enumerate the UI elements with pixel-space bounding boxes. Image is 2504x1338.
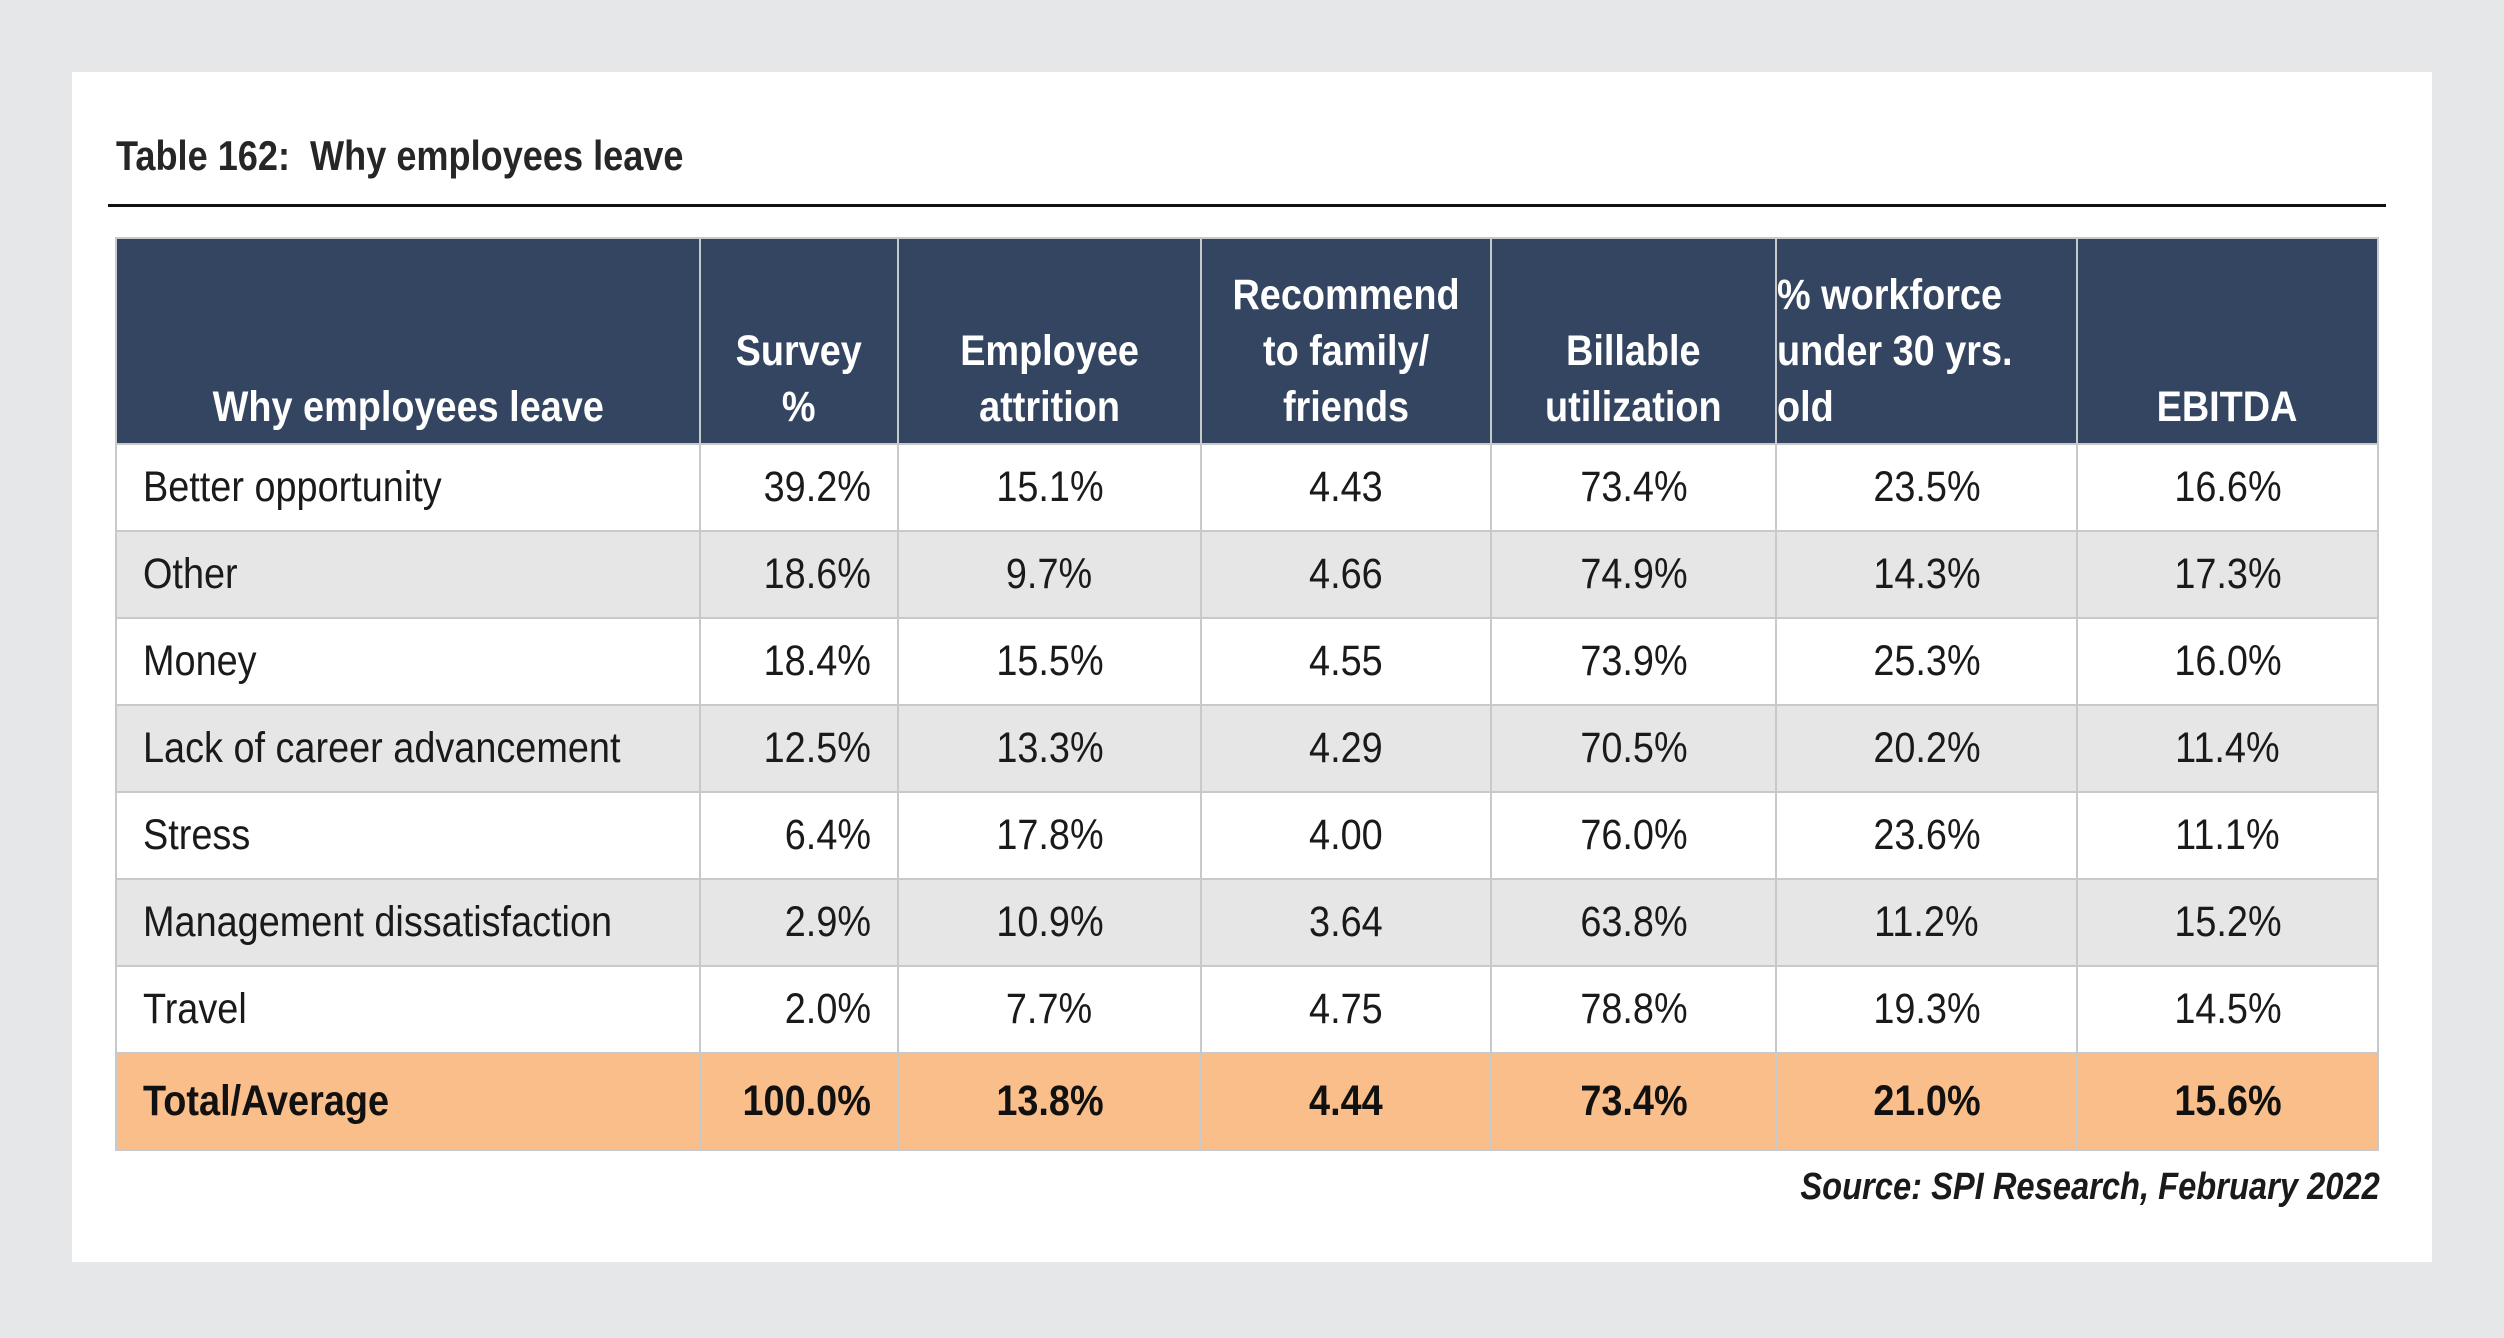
recommend-cell: 4.43 [1200,443,1492,532]
total-attrition-cell: 13.8% [897,1052,1202,1151]
header-cell: % workforce under 30 yrs. old [1775,237,2078,445]
ebitda-cell: 15.2% [2076,878,2379,967]
total-row: Total/Average 100.0% 13.8% 4.44 73.4% 21… [115,1052,2379,1151]
attrition-cell: 7.7% [897,965,1202,1054]
header-line: % [782,383,816,431]
caption-divider [108,204,2386,207]
utilization-cell: 78.8% [1490,965,1777,1054]
table-row: Better opportunity 39.2% 15.1% 4.43 73.4… [115,443,2379,532]
workforce-cell: 14.3% [1775,530,2078,619]
survey-cell: 39.2% [699,443,899,532]
survey-cell: 18.4% [699,617,899,706]
utilization-cell: 76.0% [1490,791,1777,880]
header-cell: Billable utilization [1490,237,1777,445]
header-line: Why employees leave [212,383,604,431]
total-ebitda-cell: 15.6% [2076,1052,2379,1151]
workforce-cell: 25.3% [1775,617,2078,706]
attrition-cell: 15.1% [897,443,1202,532]
reason-cell: Travel [115,965,701,1054]
workforce-cell: 19.3% [1775,965,2078,1054]
utilization-cell: 74.9% [1490,530,1777,619]
attrition-cell: 13.3% [897,704,1202,793]
employees-leave-table: Why employees leave Survey % Employee at… [115,237,2379,1151]
header-line: Survey [735,327,863,375]
survey-cell: 2.9% [699,878,899,967]
header-cell: Employee attrition [897,237,1202,445]
workforce-cell: 20.2% [1775,704,2078,793]
reason-cell: Management dissatisfaction [115,878,701,967]
ebitda-cell: 14.5% [2076,965,2379,1054]
recommend-cell: 4.75 [1200,965,1492,1054]
total-survey-cell: 100.0% [699,1052,899,1151]
header-line: utilization [1545,383,1722,431]
recommend-cell: 4.66 [1200,530,1492,619]
recommend-cell: 4.00 [1200,791,1492,880]
table-row: Money 18.4% 15.5% 4.55 73.9% 25.3% 16.0% [115,617,2379,706]
recommend-cell: 4.29 [1200,704,1492,793]
recommend-cell: 3.64 [1200,878,1492,967]
header-cell: Survey % [699,237,899,445]
utilization-cell: 73.9% [1490,617,1777,706]
header-line: attrition [979,383,1120,431]
total-utilization-cell: 73.4% [1490,1052,1777,1151]
header-line: Employee [960,327,1139,375]
reason-cell: Stress [115,791,701,880]
ebitda-cell: 11.4% [2076,704,2379,793]
header-line: to family/ [1262,327,1430,375]
header-line: % workforce [1777,271,2003,319]
ebitda-cell: 16.0% [2076,617,2379,706]
total-label-cell: Total/Average [115,1052,701,1151]
table-caption: Table 162: Why employees leave [116,132,684,179]
utilization-cell: 63.8% [1490,878,1777,967]
header-cell: Why employees leave [115,237,701,445]
header-line: under 30 yrs. [1777,327,2013,375]
utilization-cell: 70.5% [1490,704,1777,793]
utilization-cell: 73.4% [1490,443,1777,532]
ebitda-cell: 17.3% [2076,530,2379,619]
attrition-cell: 10.9% [897,878,1202,967]
reason-cell: Other [115,530,701,619]
workforce-cell: 11.2% [1775,878,2078,967]
survey-cell: 6.4% [699,791,899,880]
workforce-cell: 23.5% [1775,443,2078,532]
header-line: old [1777,383,1834,431]
header-line: Recommend [1232,271,1460,319]
table-row: Management dissatisfaction 2.9% 10.9% 3.… [115,878,2379,967]
total-recommend-cell: 4.44 [1200,1052,1492,1151]
attrition-cell: 9.7% [897,530,1202,619]
recommend-cell: 4.55 [1200,617,1492,706]
total-workforce-cell: 21.0% [1775,1052,2078,1151]
report-card: Table 162: Why employees leave Why emplo… [72,72,2432,1262]
workforce-cell: 23.6% [1775,791,2078,880]
ebitda-cell: 16.6% [2076,443,2379,532]
header-line: friends [1282,383,1410,431]
reason-cell: Better opportunity [115,443,701,532]
survey-cell: 18.6% [699,530,899,619]
attrition-cell: 17.8% [897,791,1202,880]
survey-cell: 2.0% [699,965,899,1054]
reason-cell: Lack of career advancement [115,704,701,793]
table-row: Travel 2.0% 7.7% 4.75 78.8% 19.3% 14.5% [115,965,2379,1054]
survey-cell: 12.5% [699,704,899,793]
header-line: EBITDA [2157,383,2298,431]
table-row: Lack of career advancement 12.5% 13.3% 4… [115,704,2379,793]
reason-cell: Money [115,617,701,706]
header-cell: Recommend to family/ friends [1200,237,1492,445]
source-note: Source: SPI Research, February 2022 [1800,1166,2380,1208]
header-line: Billable [1566,327,1701,375]
table-row: Stress 6.4% 17.8% 4.00 76.0% 23.6% 11.1% [115,791,2379,880]
header-row: Why employees leave Survey % Employee at… [115,237,2379,445]
header-cell: EBITDA [2076,237,2379,445]
table-row: Other 18.6% 9.7% 4.66 74.9% 14.3% 17.3% [115,530,2379,619]
attrition-cell: 15.5% [897,617,1202,706]
ebitda-cell: 11.1% [2076,791,2379,880]
